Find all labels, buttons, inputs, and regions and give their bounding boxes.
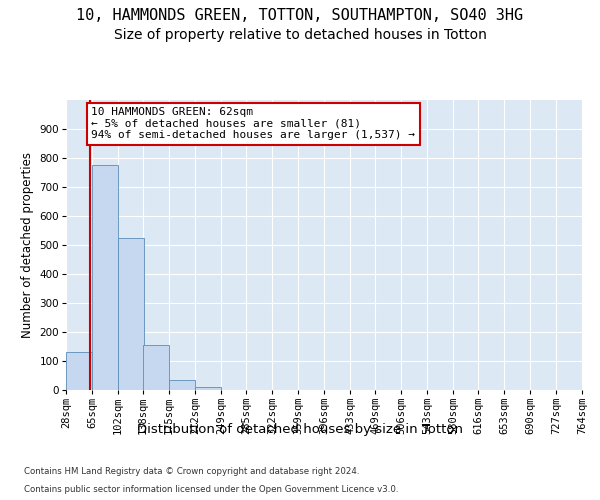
Bar <box>169 380 195 390</box>
Text: Distribution of detached houses by size in Totton: Distribution of detached houses by size … <box>137 422 463 436</box>
Y-axis label: Number of detached properties: Number of detached properties <box>21 152 34 338</box>
Text: 10, HAMMONDS GREEN, TOTTON, SOUTHAMPTON, SO40 3HG: 10, HAMMONDS GREEN, TOTTON, SOUTHAMPTON,… <box>76 8 524 22</box>
Text: Contains public sector information licensed under the Open Government Licence v3: Contains public sector information licen… <box>24 485 398 494</box>
Bar <box>66 352 92 390</box>
Text: Contains HM Land Registry data © Crown copyright and database right 2024.: Contains HM Land Registry data © Crown c… <box>24 467 359 476</box>
Text: Size of property relative to detached houses in Totton: Size of property relative to detached ho… <box>113 28 487 42</box>
Bar <box>92 166 118 390</box>
Bar <box>195 387 221 390</box>
Bar <box>118 238 144 390</box>
Bar <box>143 345 169 390</box>
Text: 10 HAMMONDS GREEN: 62sqm
← 5% of detached houses are smaller (81)
94% of semi-de: 10 HAMMONDS GREEN: 62sqm ← 5% of detache… <box>91 108 415 140</box>
